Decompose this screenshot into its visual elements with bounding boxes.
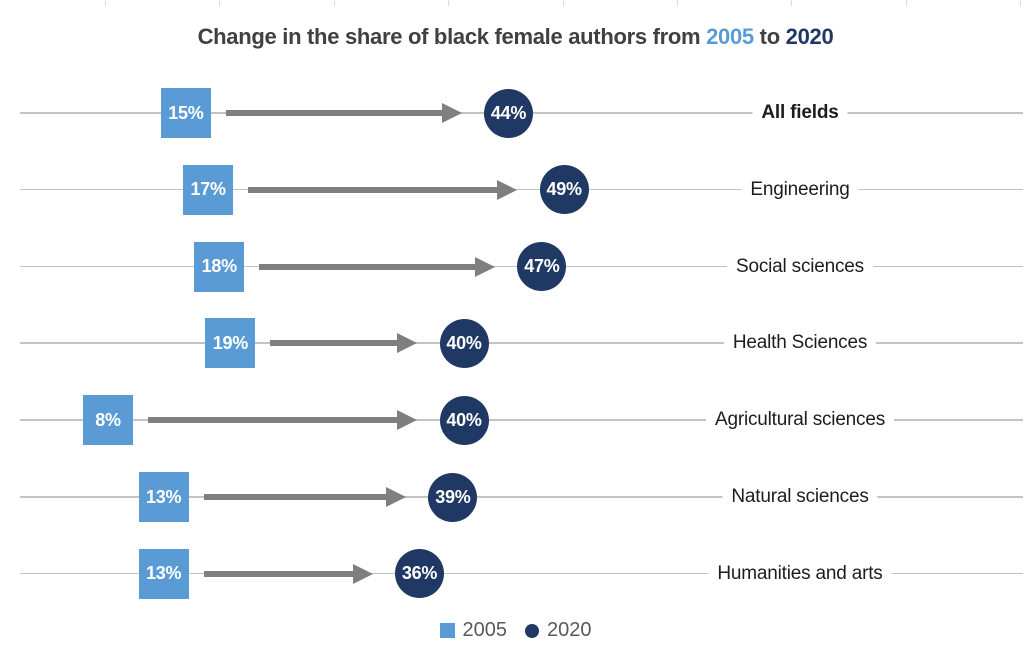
axis-tick (905, 0, 907, 6)
axis-tick (219, 0, 221, 6)
legend-2020-label: 2020 (547, 619, 592, 641)
change-arrow-head-icon (385, 487, 406, 508)
axis-tick (562, 0, 564, 6)
gridline (20, 496, 1023, 498)
category-label: Social sciences (727, 253, 873, 280)
marker-2005-value: 13% (138, 548, 189, 599)
title-year-to: 2020 (785, 24, 834, 49)
gridline (20, 342, 1023, 344)
axis-tick (677, 0, 678, 6)
title-connector: to (759, 24, 780, 49)
axis-tick (105, 0, 106, 6)
gridline (20, 188, 1023, 191)
category-label: Health Sciences (723, 330, 877, 357)
title-year-from: 2005 (706, 24, 754, 49)
marker-2020-value: 39% (428, 472, 478, 522)
change-arrow-shaft (203, 570, 355, 577)
title-prefix: Change in the share of black female auth… (197, 24, 701, 49)
marker-2005-value: 19% (205, 318, 256, 369)
change-arrow-head-icon (352, 563, 373, 584)
gridline (20, 419, 1023, 421)
change-arrow-shaft (270, 340, 399, 347)
legend-2005-swatch-icon (439, 623, 455, 638)
change-arrow-head-icon (497, 179, 518, 200)
marker-2020-value: 40% (439, 395, 489, 445)
axis-tick (791, 0, 793, 6)
legend: 2005 2020 (0, 619, 1031, 642)
axis-tick (1020, 0, 1022, 6)
category-label: Humanities and arts (708, 560, 892, 587)
marker-2020-value: 36% (395, 549, 444, 599)
change-arrow-shaft (203, 494, 388, 501)
axis-tick (448, 0, 450, 6)
marker-2005-value: 18% (194, 241, 245, 292)
marker-2020-value: 44% (484, 88, 533, 138)
chart-title: Change in the share of black female auth… (0, 24, 1031, 50)
marker-2020-value: 49% (539, 165, 589, 215)
marker-2020-value: 40% (439, 318, 489, 368)
marker-2005-value: 13% (138, 472, 189, 523)
category-label: All fields (752, 100, 848, 126)
gridline (20, 572, 1023, 575)
change-arrow-head-icon (474, 256, 495, 277)
marker-2005-value: 8% (83, 395, 133, 446)
axis-tick (333, 0, 335, 6)
marker-2020-value: 47% (517, 242, 567, 292)
category-label: Agricultural sciences (705, 407, 895, 434)
change-arrow-shaft (259, 263, 477, 270)
change-arrow-shaft (148, 417, 399, 424)
change-arrow-head-icon (397, 410, 417, 431)
marker-2005-value: 17% (183, 164, 234, 215)
marker-2005-value: 15% (160, 88, 211, 138)
legend-2020-swatch-icon (525, 623, 539, 638)
change-arrow-head-icon (441, 103, 462, 123)
change-arrow-shaft (248, 186, 500, 193)
category-label: Engineering (741, 176, 859, 203)
legend-2005-label: 2005 (462, 619, 508, 641)
change-arrow-shaft (225, 110, 444, 116)
category-label: Natural sciences (722, 484, 878, 511)
change-arrow-head-icon (397, 333, 417, 354)
